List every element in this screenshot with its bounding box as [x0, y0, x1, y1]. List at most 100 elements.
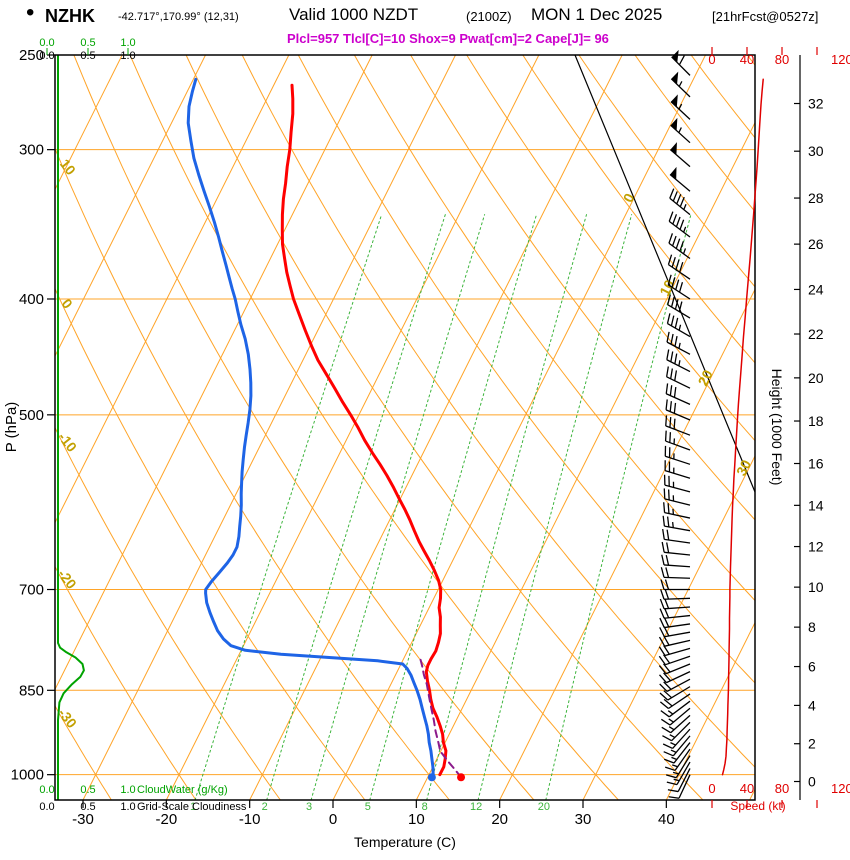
isotherm-label: 10: [656, 277, 677, 298]
isotherm-line: [55, 55, 373, 691]
isotherm-line: [82, 55, 456, 800]
isotherm-line: [55, 55, 290, 524]
cloudiness-tick-label: 0.0: [39, 801, 54, 813]
station-id: NZHK: [45, 6, 95, 26]
temp-tick-label: -10: [239, 811, 261, 828]
mixing-ratio-line: [545, 214, 692, 800]
cloudwater-tick-label: 1.0: [120, 37, 135, 49]
mixing-ratio-label: 8: [422, 801, 428, 813]
isotherm-line: [415, 121, 755, 800]
cloudiness-axis-label: Grid-Scale Cloudiness: [137, 801, 247, 813]
mixing-ratio-line: [426, 214, 587, 800]
surface-temp-dot: [457, 773, 466, 782]
dry-adiabat-line: [297, 55, 755, 684]
height-tick-label: 22: [808, 326, 824, 342]
speed-tick-label: 80: [775, 52, 789, 67]
dry-adiabat-line: [129, 55, 619, 800]
mixing-ratio-line: [369, 214, 537, 800]
speed-tick-label: 0: [708, 781, 715, 796]
parcel-curve: [418, 654, 462, 779]
mixing-ratio-label: 1: [190, 801, 196, 813]
speed-axis-label: Speed (kt): [730, 799, 785, 813]
dry-adiabat-line: [55, 426, 281, 800]
wind-barbs: [658, 49, 691, 799]
dry-adiabat-line: [55, 565, 197, 800]
temperature-curve: [280, 83, 448, 777]
cloudwater-tick-label: 1.0: [120, 784, 135, 796]
dry-adiabat-line: [241, 55, 755, 768]
temp-tick-label: 40: [658, 811, 675, 828]
cloudwater-tick-label: 0.0: [39, 784, 54, 796]
forecast-hour-tag: [21hrFcst@0527z]: [712, 9, 819, 24]
height-tick-label: 0: [808, 774, 816, 790]
cloudiness-tick-label: 1.0: [120, 801, 135, 813]
mixing-ratio-label: 12: [470, 801, 482, 813]
valid-time: Valid 1000 NZDT: [289, 5, 419, 24]
dry-adiabat-line: [522, 55, 755, 364]
mixing-ratio-label: 2: [262, 801, 268, 813]
temp-tick-label: 10: [408, 811, 425, 828]
height-tick-label: 2: [808, 736, 816, 752]
speed-tick-label: 80: [775, 781, 789, 796]
dry-adiabat-line: [185, 55, 704, 800]
isotherm-line: [582, 454, 755, 800]
station-bullet: •: [26, 0, 35, 26]
cloudwater-curve: [57, 55, 85, 800]
speed-tick-label: 40: [740, 52, 754, 67]
height-tick-label: 8: [808, 619, 816, 635]
height-axis-label: Height (1000 Feet): [769, 369, 785, 486]
speed-tick-label: 120: [831, 52, 850, 67]
dry-adiabat-line: [466, 55, 755, 442]
height-tick-label: 6: [808, 659, 816, 675]
dry-adiabat-line: [55, 705, 112, 800]
temp-tick-label: 0: [329, 811, 337, 828]
pressure-tick-label: 300: [19, 142, 44, 159]
speed-curve: [721, 78, 764, 776]
dry-adiabat-line: [353, 55, 755, 602]
temp-tick-label: -30: [72, 811, 94, 828]
height-tick-label: 10: [808, 579, 824, 595]
mixing-ratio-line: [194, 214, 383, 800]
adiabat-label: 10: [57, 156, 79, 178]
dry-adiabat-line: [578, 55, 755, 288]
height-tick-label: 32: [808, 96, 824, 112]
cloudiness-tick-label: 1.0: [120, 50, 135, 62]
dry-adiabat-line: [55, 147, 450, 800]
isotherm-line: [499, 288, 755, 800]
pressure-tick-label: 1000: [11, 767, 44, 784]
mixing-ratio-line: [310, 214, 486, 800]
isotherm-label: 20: [695, 367, 716, 388]
isotherm-label: 30: [733, 457, 754, 478]
dry-adiabat-line: [410, 55, 755, 521]
isotherm-line: [249, 55, 623, 800]
pressure-tick-label: 400: [19, 291, 44, 308]
height-tick-label: 24: [808, 281, 824, 297]
isotherm-line: [165, 55, 540, 800]
height-tick-label: 28: [808, 190, 824, 206]
dry-adiabat-line: [73, 55, 535, 800]
pressure-tick-label: 850: [19, 682, 44, 699]
cloudwater-tick-label: 0.0: [39, 37, 54, 49]
mixing-ratio-label: 5: [365, 801, 371, 813]
pressure-tick-label: 500: [19, 407, 44, 424]
cloudiness-tick-label: 0.0: [39, 50, 54, 62]
height-tick-label: 16: [808, 456, 824, 472]
temp-tick-label: -20: [155, 811, 177, 828]
height-tick-label: 14: [808, 497, 824, 513]
mixing-ratio-line: [477, 214, 633, 800]
mixing-ratio-label: 3: [306, 801, 312, 813]
dewpoint-curve: [186, 77, 435, 777]
height-tick-label: 12: [808, 539, 824, 555]
valid-zulu-time: (2100Z): [466, 9, 512, 24]
cloudwater-tick-label: 0.5: [80, 37, 95, 49]
temp-axis-label: Temperature (C): [354, 834, 456, 850]
surface-dewpoint-dot: [427, 773, 436, 782]
height-tick-label: 30: [808, 143, 824, 159]
isotherm-line: [332, 55, 706, 800]
diagonal-boundary: [574, 54, 756, 493]
plot-frame: [54, 54, 756, 801]
dry-adiabat-line: [55, 287, 366, 800]
temp-tick-label: 30: [575, 811, 592, 828]
cloudiness-tick-label: 0.5: [80, 801, 95, 813]
